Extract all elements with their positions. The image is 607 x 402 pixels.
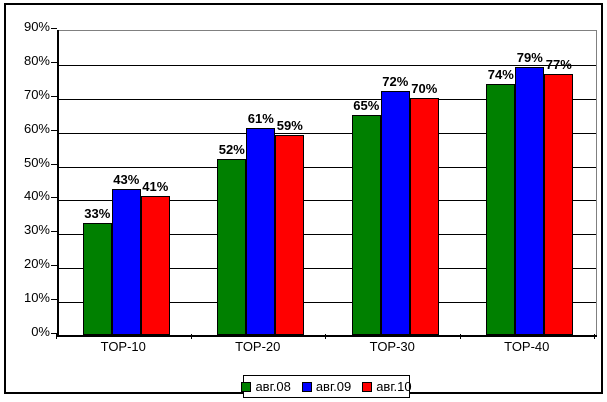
legend-label: авг.10: [376, 379, 412, 394]
x-axis-label: TOP-20: [235, 339, 281, 354]
x-axis-label: TOP-10: [100, 339, 146, 354]
bar-value-label: 72%: [382, 74, 409, 89]
y-axis-tick: [51, 197, 57, 199]
gridline: [59, 234, 596, 236]
y-axis-label: 20%: [23, 256, 50, 272]
x-axis-line: [57, 335, 597, 337]
bar: [544, 74, 574, 335]
bar: [409, 97, 439, 335]
x-axis-tick: [190, 334, 192, 339]
legend-swatch: [362, 381, 373, 392]
y-axis-tick: [51, 95, 57, 97]
bar: [140, 196, 170, 335]
y-axis-line: [57, 30, 59, 337]
x-axis-tick: [56, 334, 57, 339]
bar: [82, 223, 112, 335]
x-axis-label: TOP-30: [369, 339, 415, 354]
bar-value-label: 61%: [247, 111, 274, 127]
y-axis-label: 40%: [23, 188, 50, 204]
bar-value-label: 65%: [353, 97, 380, 113]
legend-swatch: [301, 381, 312, 392]
bar-value-label: 59%: [276, 118, 303, 134]
bar: [111, 189, 141, 335]
y-axis-label: 30%: [23, 222, 50, 238]
bar-value-label: 33%: [84, 206, 111, 222]
y-axis-label: 60%: [23, 120, 50, 136]
legend-swatch: [241, 381, 252, 392]
y-axis-tick: [51, 129, 57, 131]
gridline: [59, 132, 596, 134]
y-axis-tick: [51, 333, 57, 334]
x-axis-tick: [594, 334, 595, 339]
gridline: [59, 200, 596, 202]
bar: [486, 84, 516, 335]
y-axis-tick: [51, 163, 57, 165]
legend-label: авг.08: [255, 379, 291, 394]
legend-item: авг.08: [241, 379, 291, 394]
bar: [380, 91, 410, 335]
bar: [351, 114, 381, 335]
bar-value-label: 52%: [218, 141, 245, 157]
gridline: [59, 268, 596, 270]
x-axis-tick: [325, 334, 326, 339]
y-axis-tick: [51, 299, 57, 301]
y-axis-label: 80%: [23, 52, 50, 68]
bar: [275, 135, 305, 335]
bar-value-label: 79%: [516, 50, 543, 66]
y-axis-label: 50%: [23, 154, 50, 170]
bar-value-label: 41%: [142, 179, 169, 195]
y-axis-label: 70%: [23, 86, 50, 102]
bar-value-label: 43%: [113, 172, 140, 188]
legend-label: авг.09: [315, 379, 352, 394]
gridline: [59, 98, 596, 100]
y-axis-tick: [51, 231, 57, 233]
y-axis-tick: [51, 61, 57, 63]
y-axis-label: 0%: [31, 324, 50, 339]
legend-item: авг.09: [301, 379, 352, 394]
bar: [246, 128, 276, 335]
legend-item: авг.10: [362, 379, 412, 394]
gridline: [59, 64, 596, 66]
bar: [217, 158, 247, 335]
gridline: [59, 166, 596, 168]
y-axis-label: 90%: [23, 19, 50, 34]
legend: авг.08 авг.09 авг.10: [241, 375, 412, 398]
x-axis-tick: [459, 334, 461, 339]
y-axis-label: 10%: [23, 290, 50, 306]
gridline: [59, 302, 596, 304]
bar: [515, 67, 545, 335]
plot-area: 33% 43% 41% 52% 61% 59% 65% 72% 70% 74% 79% 77%: [59, 30, 597, 335]
bar-value-label: 70%: [411, 80, 438, 96]
bar-value-label: 77%: [545, 57, 572, 73]
x-axis-label: TOP-40: [504, 339, 550, 354]
chart-frame: 33% 43% 41% 52% 61% 59% 65% 72% 70% 74% 79% 77% авг…: [4, 3, 603, 398]
y-axis-tick: [51, 28, 57, 29]
y-axis-tick: [51, 265, 57, 267]
bar-value-label: 74%: [487, 67, 514, 83]
